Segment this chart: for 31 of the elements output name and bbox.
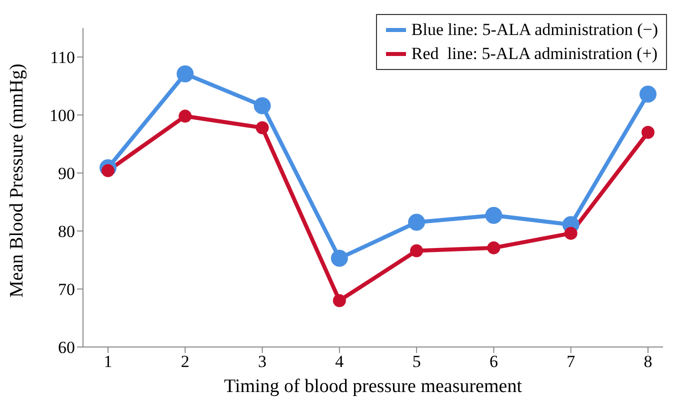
point (254, 97, 271, 114)
x-tick-label: 1 (104, 352, 112, 372)
point (564, 226, 578, 240)
legend-label: Blue line: 5-ALA administration (−) (411, 19, 658, 41)
y-tick-label: 60 (58, 338, 75, 358)
y-tick-label: 100 (50, 106, 75, 126)
x-tick-label: 3 (258, 352, 267, 372)
x-tick-label: 4 (335, 352, 344, 372)
point (640, 86, 656, 103)
x-tick-label: 7 (566, 352, 576, 372)
x-tick-label: 8 (644, 352, 652, 372)
x-tick-label: 2 (180, 352, 190, 372)
y-axis-title: Mean Blood Pressure (mmHg) (6, 64, 28, 298)
point (485, 206, 502, 224)
point (487, 241, 500, 254)
y-tick-label: 110 (50, 48, 75, 68)
x-tick-label: 6 (489, 352, 498, 372)
point (642, 126, 654, 139)
point (408, 214, 426, 231)
legend-label: Red line: 5-ALA administration (+) (411, 43, 658, 65)
point (256, 121, 269, 134)
y-tick-label: 70 (58, 280, 75, 300)
x-axis-title: Timing of blood pressure measurement (224, 376, 523, 397)
point (178, 110, 192, 123)
point (332, 294, 346, 308)
point (330, 250, 348, 267)
point (410, 244, 424, 258)
y-tick-label: 80 (58, 222, 75, 242)
y-tick-label: 90 (58, 164, 75, 184)
x-tick-label: 5 (412, 352, 421, 372)
point (176, 65, 194, 82)
